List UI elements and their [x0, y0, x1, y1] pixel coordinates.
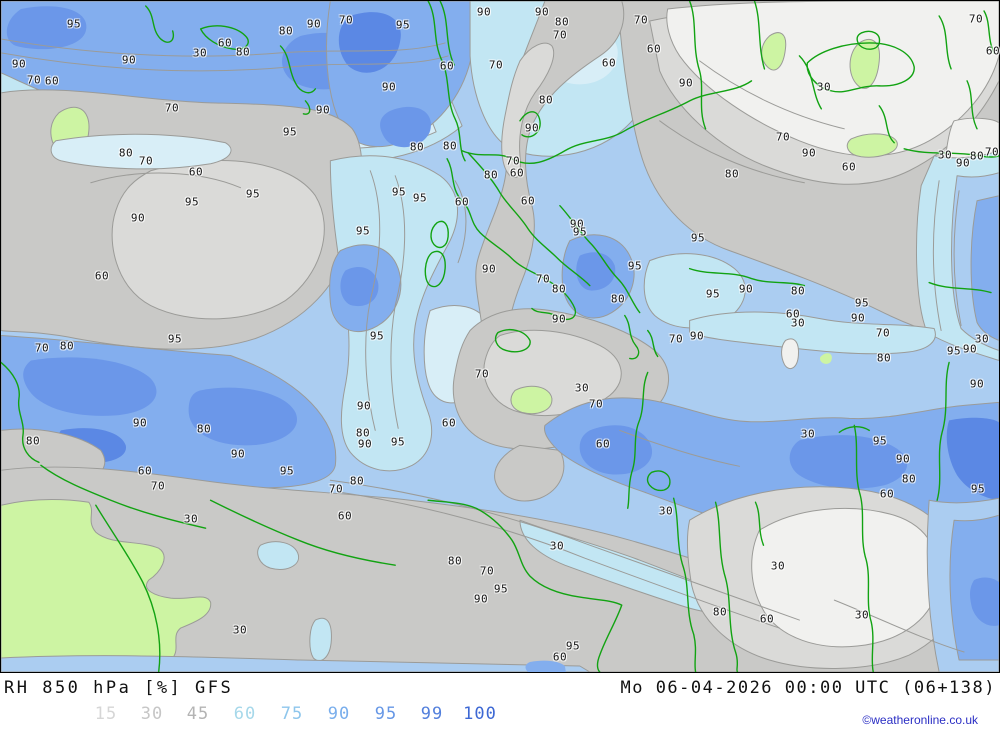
map-datetime: Mo 06-04-2026 00:00 UTC (06+138)	[620, 678, 996, 698]
legend-value: 45	[186, 704, 210, 724]
legend-value: 95	[374, 704, 398, 724]
legend-value: 60	[233, 704, 257, 724]
rh-850-map: 95 90 70 60 90 30 60 80 80 90 70 90 95 80 70 60 95 95 90 70…	[0, 0, 1000, 673]
rh-contour-plot	[1, 1, 999, 672]
legend-value: 30	[140, 704, 164, 724]
legend-scale: 15 30 45 60 75 90 95 99 100	[0, 704, 520, 728]
copyright-link[interactable]: ©weatheronline.co.uk	[862, 713, 978, 727]
legend-value: 90	[327, 704, 351, 724]
map-footer: RH 850 hPa [%] GFS Mo 06-04-2026 00:00 U…	[0, 673, 1000, 733]
map-title: RH 850 hPa [%] GFS	[4, 678, 234, 698]
legend-value: 99	[420, 704, 444, 724]
legend-value: 100	[463, 704, 497, 724]
legend-value: 15	[94, 704, 118, 724]
legend-value: 75	[280, 704, 304, 724]
